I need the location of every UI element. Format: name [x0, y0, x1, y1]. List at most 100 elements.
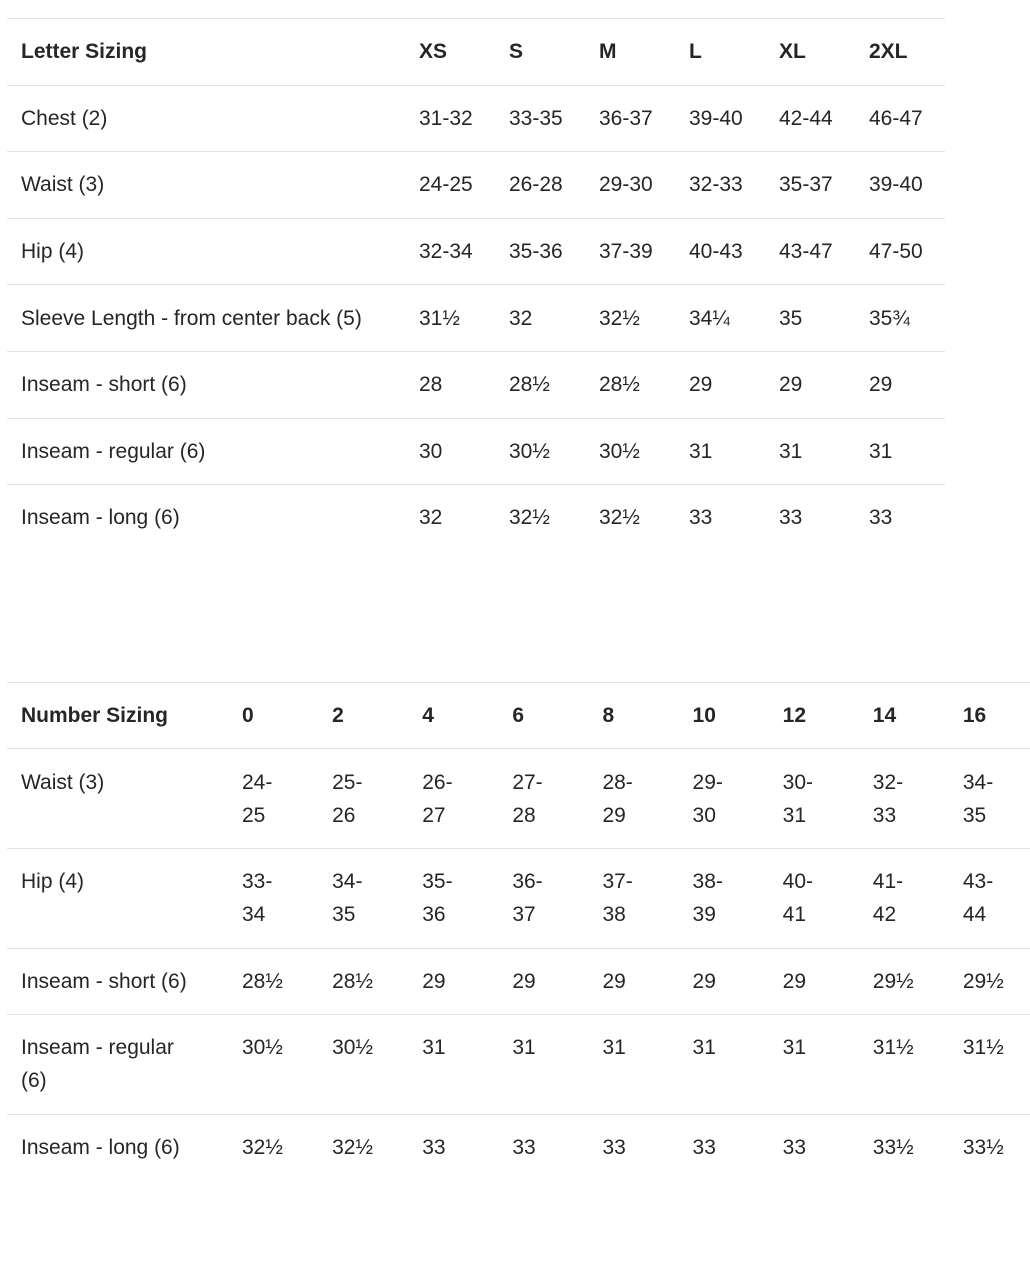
size-value-cell: 35¾: [855, 284, 945, 352]
size-value-cell: 33: [588, 1113, 679, 1181]
size-value-cell: 41- 42: [858, 847, 949, 949]
column-header-4: 4: [408, 681, 499, 749]
size-value-cell: 29: [675, 350, 765, 419]
size-value-cell: 29: [768, 947, 859, 1015]
number-table-body: Waist (3) 24- 25 25- 26 26- 27 27- 28 28- 29 2…: [7, 748, 1030, 1181]
row-label: Sleeve Length - from center back (5): [7, 284, 405, 352]
size-value-cell: 29½: [858, 947, 949, 1015]
size-value-cell: 32-34: [405, 217, 495, 285]
number-table-title: Number Sizing: [7, 681, 228, 749]
size-value-cell: 29½: [948, 947, 1030, 1015]
table-row: Hip (4) 33- 34 34- 35 35- 36 36- 37 37- 38 38-…: [7, 847, 1030, 949]
size-value-cell: 34¼: [675, 284, 765, 352]
size-value-cell: 33- 34: [228, 847, 319, 949]
size-value-cell: 24- 25: [228, 748, 319, 849]
size-value-cell: 24-25: [405, 151, 495, 219]
size-value-cell: 33: [855, 484, 945, 551]
row-label: Inseam - long (6): [7, 1113, 228, 1181]
size-value-cell: 33½: [948, 1113, 1030, 1181]
size-value-cell: 29: [498, 947, 589, 1015]
size-value-cell: 33: [408, 1113, 499, 1181]
size-value-cell: 34- 35: [948, 748, 1030, 849]
size-value-cell: 42-44: [765, 84, 855, 152]
size-value-cell: 35- 36: [408, 847, 499, 949]
table-row: Waist (3) 24-25 26-28 29-30 32-33 35-37 39-40: [7, 151, 945, 219]
letter-table-body: Chest (2) 31-32 33-35 36-37 39-40 42-44 46-47 W…: [7, 84, 945, 551]
size-value-cell: 26- 27: [408, 748, 499, 849]
size-value-cell: 32½: [318, 1113, 409, 1181]
number-table-header-row: Number Sizing 0 2 4 6 8 10 12 14 16: [7, 681, 1030, 749]
size-value-cell: 25- 26: [318, 748, 409, 849]
table-row: Hip (4) 32-34 35-36 37-39 40-43 43-47 47-50: [7, 217, 945, 285]
size-value-cell: 31: [768, 1014, 859, 1115]
size-value-cell: 38- 39: [678, 847, 769, 949]
row-label: Waist (3): [7, 748, 228, 849]
size-value-cell: 28: [405, 350, 495, 419]
column-header-m: M: [585, 18, 675, 86]
row-label: Inseam - regular (6): [7, 417, 405, 485]
size-value-cell: 40- 41: [768, 847, 859, 949]
size-value-cell: 29: [855, 350, 945, 419]
size-value-cell: 32: [405, 484, 495, 551]
column-header-10: 10: [678, 681, 769, 749]
number-sizing-table: Number Sizing 0 2 4 6 8 10 12 14 16 Wais…: [7, 681, 1030, 1181]
size-value-cell: 39-40: [675, 84, 765, 152]
row-label: Inseam - short (6): [7, 350, 405, 419]
size-value-cell: 33-35: [495, 84, 585, 152]
size-value-cell: 29: [678, 947, 769, 1015]
size-value-cell: 33: [675, 484, 765, 551]
size-value-cell: 32-33: [675, 151, 765, 219]
table-row: Sleeve Length - from center back (5) 31½ 3…: [7, 284, 945, 352]
size-value-cell: 35-37: [765, 151, 855, 219]
size-value-cell: 26-28: [495, 151, 585, 219]
size-value-cell: 37- 38: [588, 847, 679, 949]
size-value-cell: 37-39: [585, 217, 675, 285]
column-header-2: 2: [318, 681, 409, 749]
size-value-cell: 33: [768, 1113, 859, 1181]
size-value-cell: 31½: [858, 1014, 949, 1115]
table-row: Inseam - long (6) 32 32½ 32½ 33 33 33: [7, 484, 945, 551]
size-value-cell: 31: [855, 417, 945, 485]
column-header-l: L: [675, 18, 765, 86]
column-header-xs: XS: [405, 18, 495, 86]
size-value-cell: 34- 35: [318, 847, 409, 949]
size-value-cell: 31½: [948, 1014, 1030, 1115]
size-value-cell: 31½: [405, 284, 495, 352]
size-value-cell: 39-40: [855, 151, 945, 219]
row-label: Inseam - long (6): [7, 484, 405, 551]
row-label: Waist (3): [7, 151, 405, 219]
size-value-cell: 36-37: [585, 84, 675, 152]
size-value-cell: 29: [765, 350, 855, 419]
size-value-cell: 30½: [318, 1014, 409, 1115]
column-header-xl: XL: [765, 18, 855, 86]
size-value-cell: 40-43: [675, 217, 765, 285]
table-row: Inseam - regular (6) 30½ 30½ 31 31 31 31 31 31½ 3…: [7, 1014, 1030, 1115]
size-value-cell: 31: [765, 417, 855, 485]
letter-sizing-table: Letter Sizing XS S M L XL 2XL Chest (2) 3…: [7, 18, 945, 551]
size-value-cell: 46-47: [855, 84, 945, 152]
size-value-cell: 29: [588, 947, 679, 1015]
row-label: Hip (4): [7, 847, 228, 949]
table-row: Inseam - regular (6) 30 30½ 30½ 31 31 31: [7, 417, 945, 485]
size-value-cell: 47-50: [855, 217, 945, 285]
column-header-14: 14: [858, 681, 949, 749]
letter-table-header-row: Letter Sizing XS S M L XL 2XL: [7, 18, 945, 86]
row-label: Inseam - short (6): [7, 947, 228, 1015]
size-value-cell: 30: [405, 417, 495, 485]
size-value-cell: 27- 28: [498, 748, 589, 849]
size-value-cell: 36- 37: [498, 847, 589, 949]
column-header-6: 6: [498, 681, 589, 749]
size-value-cell: 31: [675, 417, 765, 485]
size-value-cell: 32½: [585, 284, 675, 352]
column-header-s: S: [495, 18, 585, 86]
size-value-cell: 31: [498, 1014, 589, 1115]
row-label: Hip (4): [7, 217, 405, 285]
size-value-cell: 30½: [585, 417, 675, 485]
size-value-cell: 35: [765, 284, 855, 352]
letter-table-title: Letter Sizing: [7, 18, 405, 86]
column-header-2xl: 2XL: [855, 18, 945, 86]
size-value-cell: 32- 33: [858, 748, 949, 849]
row-label: Chest (2): [7, 84, 405, 152]
size-value-cell: 31: [678, 1014, 769, 1115]
size-value-cell: 31: [588, 1014, 679, 1115]
